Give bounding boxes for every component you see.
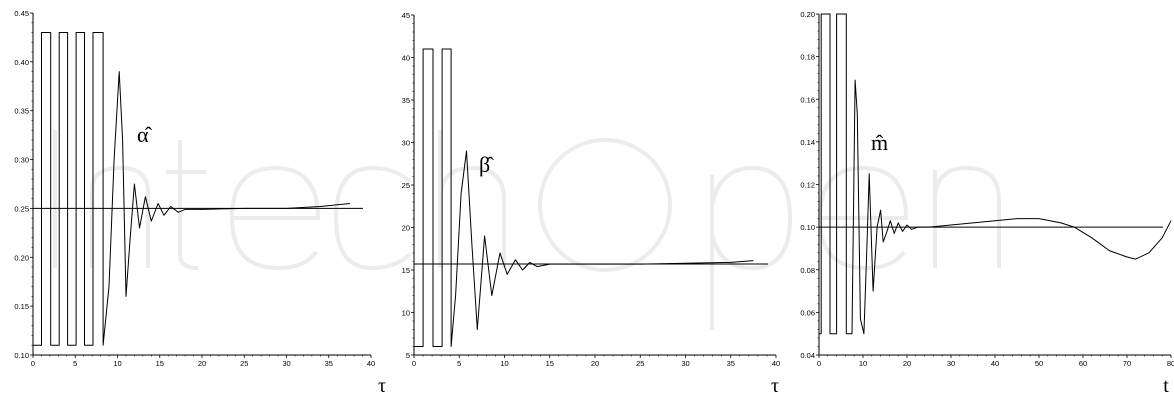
y-tick-label: 0.15: [14, 302, 29, 311]
x-tick-label: 35: [325, 359, 333, 368]
parameter-annotation: α̂: [137, 122, 153, 147]
parameter-annotation: β̂: [479, 152, 494, 177]
y-tick-label: 35: [402, 96, 410, 105]
x-tick-label: 15: [156, 359, 164, 368]
y-tick-label: 0.10: [800, 223, 815, 232]
x-tick-label: 0: [817, 359, 821, 368]
estimate-series-line: [33, 32, 350, 346]
y-tick-label: 20: [402, 224, 410, 233]
estimate-series-line: [819, 13, 1172, 335]
x-tick-label: 40: [367, 359, 375, 368]
x-tick-label: 35: [727, 359, 735, 368]
x-tick-label: 80: [1167, 359, 1174, 368]
estimate-series-line: [414, 48, 754, 347]
y-tick-label: 30: [402, 139, 410, 148]
alpha-chart: 0 5 10 15 20 25 30 35 40 0.10 0.15 0.20 0.25 0.30 0.35…: [14, 9, 386, 397]
y-tick-label: 0.35: [14, 107, 29, 116]
x-tick-label: 70: [1123, 359, 1131, 368]
x-tick-label: 15: [546, 359, 554, 368]
x-tick-label: 30: [947, 359, 955, 368]
y-tick-label: 15: [402, 266, 410, 275]
x-tick-label: 25: [240, 359, 248, 368]
x-tick-label: 10: [500, 359, 508, 368]
y-tick-label: 0.16: [800, 95, 815, 104]
y-tick-label: 0.06: [800, 308, 815, 317]
x-tick-label: 10: [113, 359, 121, 368]
x-tick-label: 20: [591, 359, 599, 368]
x-tick-label: 40: [991, 359, 999, 368]
y-tick-label: 0.18: [800, 53, 815, 62]
x-tick-label: 5: [457, 359, 461, 368]
y-tick-label: 0.10: [14, 351, 29, 360]
m-chart: 0 10 20 30 40 50 60 70 80 0.04 0.06 0.08 0.10 0.12 0.1…: [800, 10, 1174, 397]
x-tick-label: 0: [31, 359, 35, 368]
x-axis-label: t: [1163, 375, 1169, 397]
x-axis-label: τ: [771, 375, 779, 397]
x-tick-label: 30: [282, 359, 290, 368]
y-tick-label: 5: [406, 351, 410, 360]
y-tick-label: 0.25: [14, 204, 29, 213]
x-tick-label: 20: [198, 359, 206, 368]
x-tick-label: 5: [73, 359, 77, 368]
y-tick-label: 0.08: [800, 266, 815, 275]
x-tick-label: 0: [412, 359, 416, 368]
y-tick-label: 0.30: [14, 156, 29, 165]
y-tick-label: 0.40: [14, 58, 29, 67]
x-tick-label: 40: [772, 359, 780, 368]
x-tick-label: 50: [1035, 359, 1043, 368]
parameter-annotation: m̂: [871, 130, 888, 155]
y-tick-label: 10: [402, 309, 410, 318]
x-tick-label: 10: [859, 359, 867, 368]
y-tick-label: 45: [402, 11, 410, 20]
y-tick-label: 0.04: [800, 351, 815, 360]
y-tick-label: 0.12: [800, 181, 815, 190]
x-axis-label: τ: [378, 375, 386, 397]
y-tick-label: 0.20: [14, 253, 29, 262]
y-tick-label: 0.20: [800, 10, 815, 19]
x-tick-label: 30: [681, 359, 689, 368]
y-tick-label: 40: [402, 54, 410, 63]
y-tick-label: 0.45: [14, 9, 29, 18]
x-tick-label: 60: [1079, 359, 1087, 368]
x-tick-label: 20: [903, 359, 911, 368]
y-tick-label: 0.14: [800, 138, 815, 147]
y-tick-label: 25: [402, 181, 410, 190]
x-tick-label: 25: [636, 359, 644, 368]
